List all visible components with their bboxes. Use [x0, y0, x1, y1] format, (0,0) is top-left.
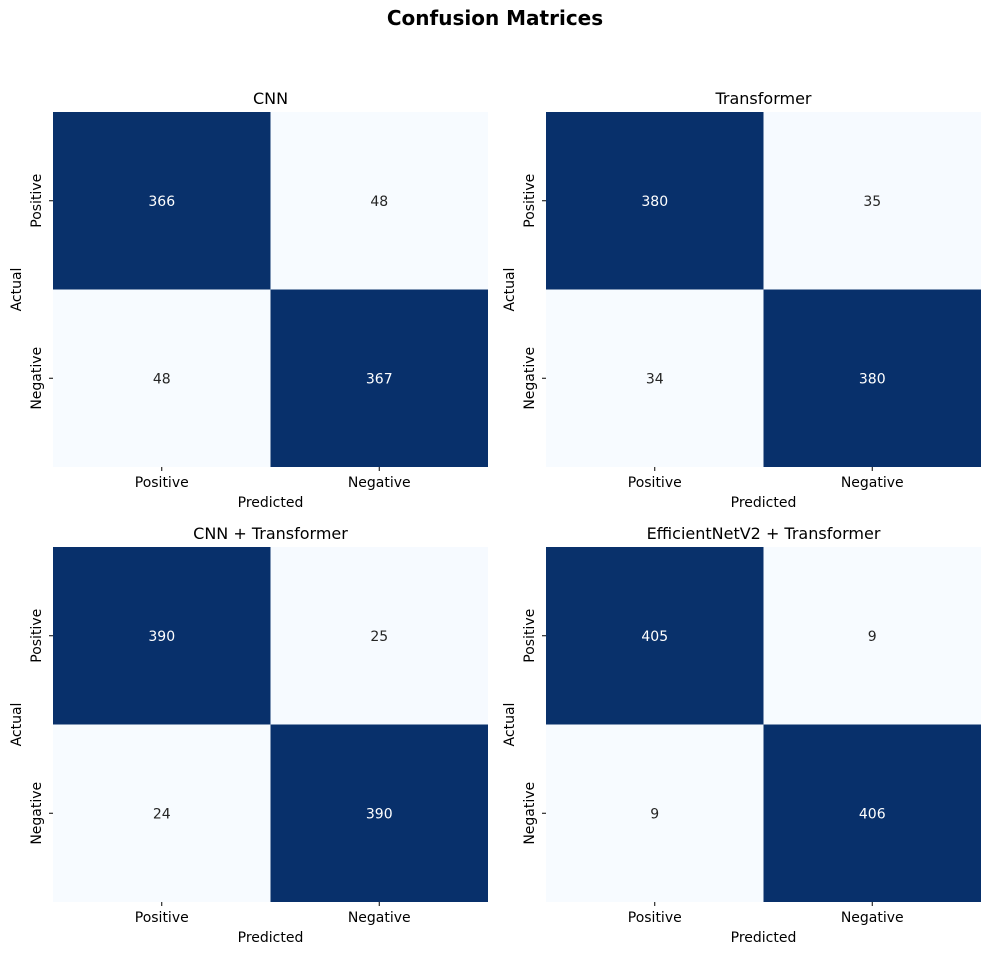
panel-title: EfficientNetV2 + Transformer — [647, 524, 881, 543]
cell-value-label: 24 — [153, 806, 171, 822]
panel-title: Transformer — [714, 89, 811, 108]
cell-value-label: 9 — [868, 629, 877, 645]
x-tick-label: Negative — [348, 910, 411, 926]
heatmap-cell — [53, 724, 271, 902]
cell-value-label: 380 — [641, 194, 668, 210]
x-axis-label: Predicted — [238, 930, 304, 946]
x-axis-label: Predicted — [731, 930, 797, 946]
y-tick-label: Negative — [522, 782, 538, 845]
cell-value-label: 390 — [366, 806, 393, 822]
y-tick-label: Positive — [522, 174, 538, 228]
x-tick-label: Negative — [841, 475, 904, 491]
heatmap-cell — [53, 547, 271, 725]
figure-title: Confusion Matrices — [387, 6, 603, 30]
y-axis-label: Actual — [9, 703, 25, 747]
heatmap-panel-1: CNN 366 48 48 367 Positive Negative Positive Neg… — [9, 89, 488, 511]
y-tick-label: Negative — [522, 347, 538, 410]
heatmap-panel-2: Transformer 380 35 34 380 Positive Negative Pos… — [502, 89, 981, 511]
cell-value-label: 406 — [859, 806, 886, 822]
x-tick-label: Positive — [135, 910, 189, 926]
x-tick-label: Positive — [628, 475, 682, 491]
heatmap-cell — [53, 289, 271, 467]
heatmap-cell — [546, 289, 764, 467]
cell-value-label: 25 — [370, 629, 388, 645]
x-tick-label: Positive — [628, 910, 682, 926]
cell-value-label: 34 — [646, 371, 664, 387]
y-axis-label: Actual — [502, 703, 518, 747]
y-tick-label: Positive — [29, 174, 45, 228]
x-axis-label: Predicted — [731, 495, 797, 511]
heatmap-cell — [763, 289, 981, 467]
cell-value-label: 48 — [370, 194, 388, 210]
heatmap-cell — [546, 724, 764, 902]
cell-value-label: 380 — [859, 371, 886, 387]
heatmap-panel-3: CNN + Transformer 390 25 24 390 Positive Negat… — [9, 524, 488, 946]
y-axis-label: Actual — [9, 268, 25, 312]
heatmap-cell — [763, 112, 981, 290]
cell-value-label: 366 — [148, 194, 175, 210]
y-tick-label: Negative — [29, 782, 45, 845]
heatmap-cell — [763, 547, 981, 725]
y-tick-label: Negative — [29, 347, 45, 410]
cell-value-label: 48 — [153, 371, 171, 387]
cell-value-label: 9 — [650, 806, 659, 822]
heatmap-cell — [53, 112, 271, 290]
heatmap-panel-4: EfficientNetV2 + Transformer 405 9 9 406 Posi… — [502, 524, 981, 946]
x-axis-label: Predicted — [238, 495, 304, 511]
heatmap-cell — [546, 112, 764, 290]
x-tick-label: Negative — [841, 910, 904, 926]
heatmap-cell — [763, 724, 981, 902]
heatmap-cell — [270, 112, 488, 290]
cell-value-label: 405 — [641, 629, 668, 645]
panel-title: CNN — [253, 89, 288, 108]
heatmap-cell — [270, 289, 488, 467]
heatmap-cell — [546, 547, 764, 725]
y-tick-label: Positive — [29, 609, 45, 663]
heatmap-cell — [270, 724, 488, 902]
x-tick-label: Positive — [135, 475, 189, 491]
y-axis-label: Actual — [502, 268, 518, 312]
panel-title: CNN + Transformer — [193, 524, 348, 543]
heatmap-cell — [270, 547, 488, 725]
cell-value-label: 390 — [148, 629, 175, 645]
x-tick-label: Negative — [348, 475, 411, 491]
y-tick-label: Positive — [522, 609, 538, 663]
cell-value-label: 35 — [863, 194, 881, 210]
cell-value-label: 367 — [366, 371, 393, 387]
